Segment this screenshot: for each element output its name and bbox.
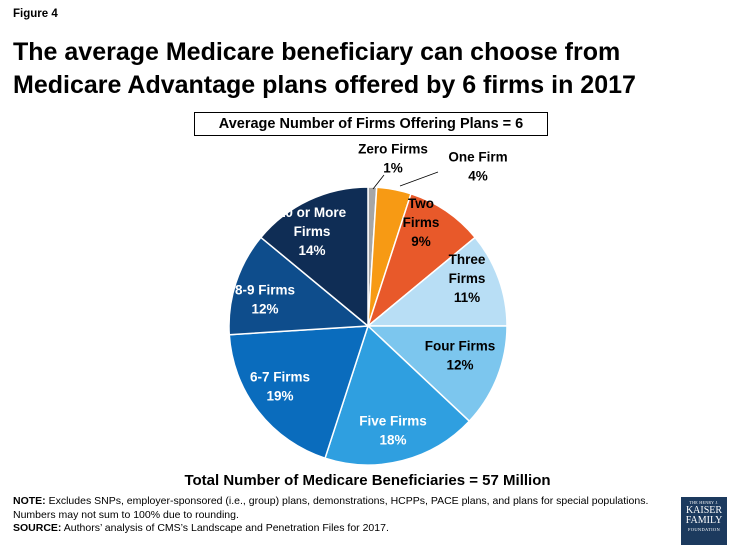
source: SOURCE: Authors’ analysis of CMS’s Lands… bbox=[13, 522, 653, 536]
source-label: SOURCE: bbox=[13, 522, 62, 534]
slice-value: 9% bbox=[411, 234, 431, 249]
kff-logo: THE HENRY J. KAISER FAMILY FOUNDATION bbox=[681, 497, 727, 545]
page-title: The average Medicare beneficiary can cho… bbox=[13, 36, 723, 102]
slice-name: Four Firms bbox=[425, 339, 496, 354]
slice-label: Two Firms 9% bbox=[403, 196, 440, 249]
note: NOTE: Excludes SNPs, employer-sponsored … bbox=[13, 495, 653, 522]
note-text: Excludes SNPs, employer-sponsored (i.e.,… bbox=[13, 495, 649, 521]
slice-value: 19% bbox=[266, 389, 293, 404]
slice-name: Three bbox=[449, 252, 486, 267]
slice-name: Firms bbox=[403, 215, 440, 230]
chart-title-box: Average Number of Firms Offering Plans =… bbox=[194, 112, 548, 136]
title-line-1: The average Medicare beneficiary can cho… bbox=[13, 38, 621, 66]
slice-name: 8-9 Firms bbox=[235, 283, 295, 298]
slice-value: 12% bbox=[251, 302, 278, 317]
pie-slice-four-firms bbox=[366, 325, 508, 423]
slice-name: Two bbox=[408, 196, 434, 211]
slice-value: 14% bbox=[298, 243, 325, 258]
slice-name: 6-7 Firms bbox=[250, 370, 310, 385]
slice-name: 10 or More bbox=[278, 205, 347, 220]
note-label: NOTE: bbox=[13, 495, 46, 507]
figure-label: Figure 4 bbox=[13, 8, 58, 20]
pie-slice-five-firms bbox=[324, 324, 471, 466]
slice-value: 1% bbox=[383, 161, 403, 176]
slice-label: One Firm 4% bbox=[448, 150, 507, 184]
pie-slice-10-or-more-firms bbox=[259, 186, 369, 328]
slice-label: Three Firms 11% bbox=[449, 252, 486, 305]
logo-line-3: FAMILY bbox=[685, 515, 723, 526]
source-text: Authors’ analysis of CMS’s Landscape and… bbox=[61, 522, 389, 534]
logo-line-2: KAISER bbox=[685, 505, 723, 516]
footnote: NOTE: Excludes SNPs, employer-sponsored … bbox=[13, 495, 653, 536]
slice-label: Five Firms 18% bbox=[359, 414, 427, 448]
slice-name: Zero Firms bbox=[358, 142, 428, 157]
pie-slice-three-firms bbox=[365, 236, 508, 327]
slice-value: 11% bbox=[454, 290, 480, 305]
pie-slice-two-firms bbox=[366, 192, 477, 329]
slice-label: 10 or More Firms 14% bbox=[278, 205, 347, 258]
slice-value: 4% bbox=[468, 169, 488, 184]
leader-line bbox=[399, 171, 439, 187]
leader-line bbox=[372, 174, 385, 190]
pie-slice-6-7-firms bbox=[228, 325, 370, 460]
slice-value: 12% bbox=[446, 358, 473, 373]
slice-name: Firms bbox=[294, 224, 331, 239]
total-beneficiaries: Total Number of Medicare Beneficiaries =… bbox=[184, 472, 551, 489]
pie-slice-8-9-firms bbox=[228, 236, 370, 336]
slice-label: Zero Firms 1% bbox=[358, 142, 428, 176]
slice-value: 18% bbox=[379, 433, 406, 448]
slice-label: Four Firms 12% bbox=[425, 339, 496, 373]
slice-name: Firms bbox=[449, 271, 486, 286]
slice-name: One Firm bbox=[448, 150, 507, 165]
slice-label: 6-7 Firms 19% bbox=[250, 370, 310, 404]
logo-line-1: THE HENRY J. bbox=[689, 500, 719, 505]
title-line-2: Medicare Advantage plans offered by 6 fi… bbox=[13, 71, 636, 99]
logo-line-4: FOUNDATION bbox=[688, 527, 720, 532]
slice-name: Five Firms bbox=[359, 414, 427, 429]
slice-label: 8-9 Firms 12% bbox=[235, 283, 295, 317]
